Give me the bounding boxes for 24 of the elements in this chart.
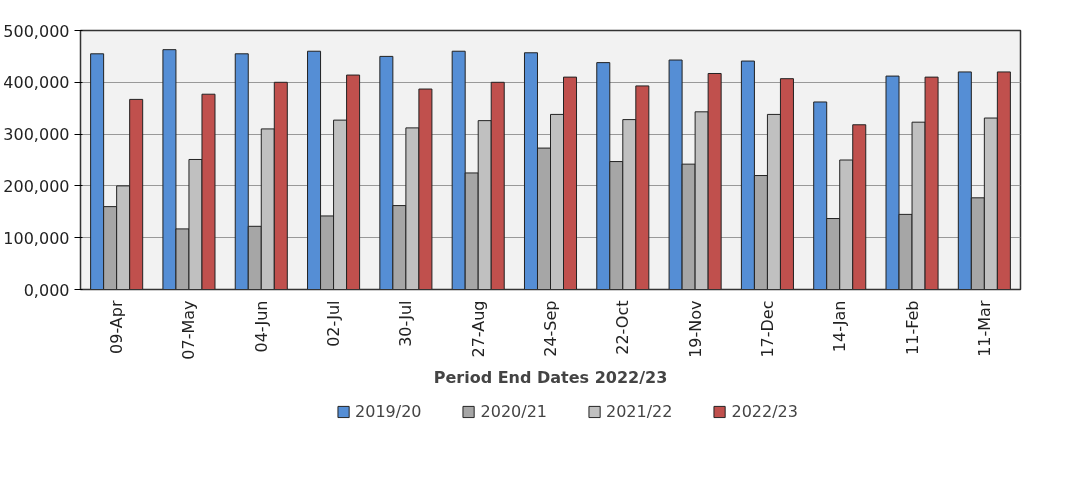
x-tick-label: 09-Apr [107,300,127,354]
x-tick-label: 11-Mar [974,300,994,357]
y-tick-label: 400,000 [3,73,70,93]
x-tick-label: 04-Jun [251,300,271,353]
x-tick-label: 14-Jan [830,300,850,353]
x-axis-title: Period End Dates 2022/23 [433,367,668,387]
y-tick-label: 200,000 [3,176,70,196]
x-tick-label: 19-Nov [685,300,705,358]
x-tick-label: 11-Feb [902,300,922,355]
y-tick-label: 100,000 [3,228,70,248]
x-tick-label: 27-Aug [468,300,488,358]
legend-label: 2022/23 [731,401,798,421]
x-tick-label: 22-Oct [613,300,633,355]
y-tick-label: 300,000 [3,125,70,145]
y-tick-label: 0,000 [23,280,70,300]
legend-label: 2021/22 [606,401,673,421]
legend-label: 2019/20 [355,401,422,421]
x-tick-label: 17-Dec [757,300,777,358]
x-tick-label: 24-Sep [541,300,560,357]
y-tick-label: 500,000 [3,21,70,41]
legend-label: 2020/21 [480,401,547,421]
x-tick-label: 02-Jul [324,300,344,347]
x-tick-label: 30-Jul [396,300,416,347]
x-tick-label: 07-May [179,300,199,360]
